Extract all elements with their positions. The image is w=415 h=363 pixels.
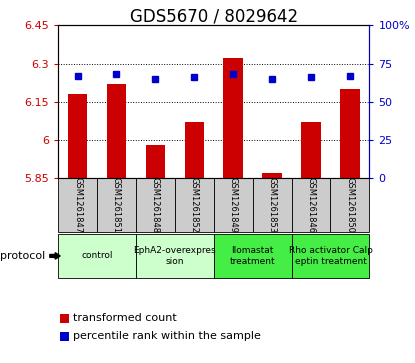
Text: GSM1261849: GSM1261849 xyxy=(229,177,238,233)
Bar xyxy=(330,178,369,232)
Text: protocol: protocol xyxy=(0,251,46,261)
Text: Ilomastat
treatment: Ilomastat treatment xyxy=(230,246,276,266)
Text: percentile rank within the sample: percentile rank within the sample xyxy=(73,331,261,341)
Bar xyxy=(253,178,292,232)
Text: GSM1261850: GSM1261850 xyxy=(345,177,354,233)
Bar xyxy=(214,234,292,278)
Bar xyxy=(291,178,330,232)
Text: transformed count: transformed count xyxy=(73,313,176,323)
Bar xyxy=(214,178,253,232)
Text: GSM1261852: GSM1261852 xyxy=(190,177,199,233)
Bar xyxy=(340,89,360,178)
Bar xyxy=(262,173,282,178)
Bar xyxy=(58,234,136,278)
Bar xyxy=(223,58,243,178)
Text: GSM1261853: GSM1261853 xyxy=(268,177,276,233)
Text: GSM1261848: GSM1261848 xyxy=(151,177,160,233)
Text: Rho activator Calp
eptin treatment: Rho activator Calp eptin treatment xyxy=(288,246,372,266)
Bar xyxy=(291,234,369,278)
Bar xyxy=(68,94,87,178)
Bar xyxy=(58,178,97,232)
Bar xyxy=(107,84,126,178)
Bar xyxy=(136,178,175,232)
Text: control: control xyxy=(81,252,113,260)
Bar xyxy=(136,234,214,278)
Title: GDS5670 / 8029642: GDS5670 / 8029642 xyxy=(129,7,298,25)
Text: GSM1261846: GSM1261846 xyxy=(307,177,315,233)
Bar xyxy=(185,122,204,178)
Text: EphA2-overexpres
sion: EphA2-overexpres sion xyxy=(134,246,216,266)
Bar xyxy=(175,178,214,232)
Text: GSM1261847: GSM1261847 xyxy=(73,177,82,233)
Bar xyxy=(301,122,321,178)
Text: GSM1261851: GSM1261851 xyxy=(112,177,121,233)
Bar xyxy=(97,178,136,232)
Bar xyxy=(146,145,165,178)
